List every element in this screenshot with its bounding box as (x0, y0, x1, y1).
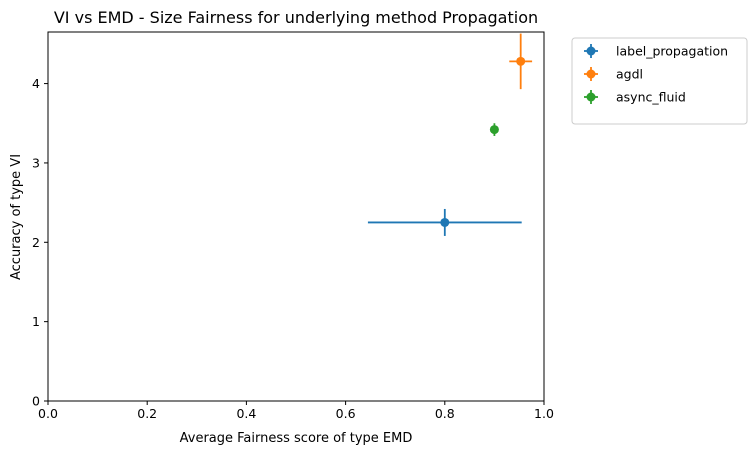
series-agdl (509, 33, 533, 90)
legend-marker (586, 46, 596, 56)
data-point (516, 56, 526, 66)
legend-label: async_fluid (616, 90, 686, 105)
legend-label: agdl (616, 67, 643, 82)
x-tick-label: 0.2 (137, 406, 157, 421)
data-point (440, 217, 450, 227)
data-point (489, 125, 499, 135)
y-axis: 0 1 2 3 4 (32, 76, 48, 409)
y-tick-label: 1 (32, 314, 40, 329)
x-tick-label: 0.0 (38, 406, 58, 421)
series-label_propagation (367, 208, 522, 236)
x-tick-label: 0.6 (336, 406, 356, 421)
x-axis-label: Average Fairness score of type EMD (180, 431, 413, 446)
legend-marker (586, 92, 596, 102)
x-tick-label: 0.8 (435, 406, 455, 421)
plot-frame (47, 31, 545, 402)
legend-box (571, 37, 748, 125)
y-tick-label: 4 (32, 76, 40, 91)
x-tick-label: 1.0 (534, 406, 554, 421)
legend-label: label_propagation (616, 44, 728, 59)
chart-title: VI vs EMD - Size Fairness for underlying… (54, 8, 538, 27)
y-tick-label: 2 (32, 235, 40, 250)
y-tick-label: 3 (32, 155, 40, 170)
y-tick-label: 0 (32, 394, 40, 409)
legend-marker (586, 69, 596, 79)
y-axis-label: Accuracy of type VI (9, 154, 24, 280)
x-tick-label: 0.4 (236, 406, 256, 421)
series-async_fluid (489, 123, 499, 136)
plot-area (367, 33, 533, 236)
x-axis: 0.0 0.2 0.4 0.6 0.8 1.0 (38, 401, 554, 421)
